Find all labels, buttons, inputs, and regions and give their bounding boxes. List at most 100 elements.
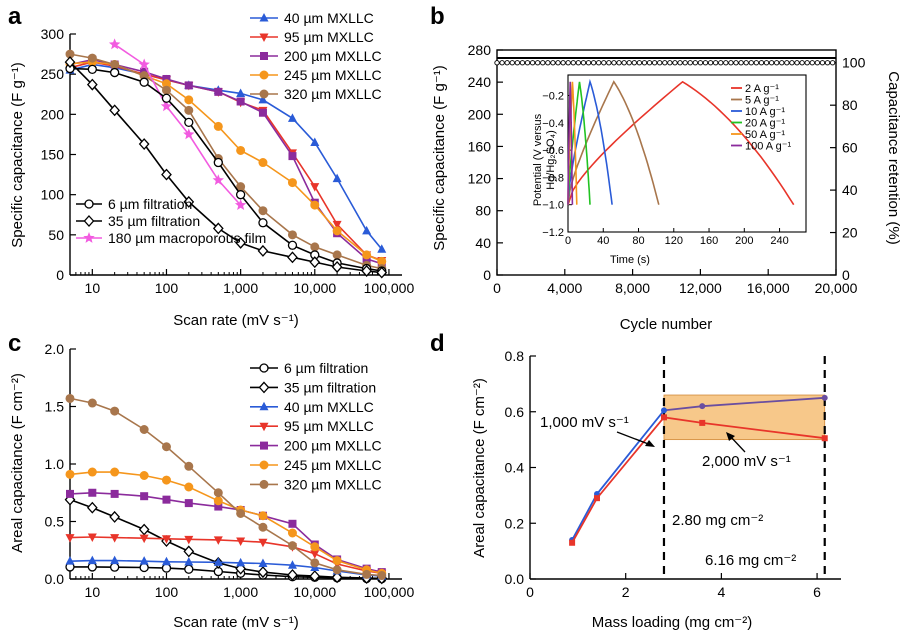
annotation-arrow (616, 431, 652, 446)
y2-tick-label: 20 (842, 225, 858, 241)
data-point (138, 58, 150, 70)
inset-y-tick-label: −0.2 (542, 90, 564, 102)
legend-marker (84, 199, 94, 209)
data-point (161, 93, 172, 103)
data-point (213, 157, 223, 168)
data-point (110, 555, 120, 565)
series-line (114, 43, 242, 206)
data-point (213, 536, 223, 545)
retention-point (672, 60, 678, 66)
data-point (161, 556, 171, 566)
data-point (310, 558, 320, 568)
retention-point (687, 60, 693, 66)
retention-point (794, 60, 800, 66)
data-point (162, 495, 171, 504)
data-point (310, 542, 320, 552)
y-tick-label: 0.0 (505, 571, 525, 587)
data-point (236, 145, 246, 155)
shaded-region (663, 394, 826, 441)
legend-label: 95 µm MXLLC (284, 29, 374, 45)
data-point (287, 251, 298, 264)
panel-label-a: a (8, 3, 22, 30)
inset-x-tick-label: 240 (770, 235, 788, 247)
data-point (139, 471, 149, 480)
data-point (214, 502, 223, 511)
legend-label: 320 µm MXLLC (284, 476, 382, 492)
y2-tick-label: 0 (842, 267, 850, 283)
retention-point (657, 60, 663, 66)
data-point (361, 265, 372, 277)
x-axis-label: Mass loading (mg cm⁻²) (592, 614, 752, 631)
legend-label: 320 µm MXLLC (284, 86, 382, 102)
retention-point (601, 60, 607, 66)
data-point (310, 183, 320, 192)
data-point (213, 496, 223, 506)
data-point (161, 563, 172, 573)
data-point (87, 64, 97, 74)
y-tick-label: 100 (41, 187, 65, 203)
data-point (258, 94, 268, 104)
y-axis-label: Specific capacitance (F g⁻¹) (431, 65, 448, 251)
data-point (569, 539, 576, 546)
retention-point (819, 60, 826, 66)
inset-x-tick-label: 80 (632, 235, 644, 247)
legend-marker (260, 441, 268, 450)
data-point (139, 562, 149, 573)
y2-axis-label: Capacitance retention (%) (885, 71, 900, 244)
retention-point (682, 60, 688, 66)
y-tick-label: 1.0 (45, 456, 65, 472)
inset-x-tick-label: 120 (665, 235, 683, 247)
data-point (257, 566, 269, 579)
inset-y-tick-label: −0.4 (542, 118, 564, 130)
legend-label: 35 µm filtration (108, 213, 200, 229)
retention-point (804, 60, 810, 66)
data-point (332, 565, 342, 575)
data-point (287, 541, 297, 551)
data-point (287, 528, 297, 538)
retention-point (809, 60, 815, 66)
data-point (161, 85, 171, 95)
data-point (65, 534, 75, 543)
y-tick-label: 0.5 (45, 514, 65, 530)
legend-label: 245 µm MXLLC (284, 457, 382, 473)
retention-point (621, 60, 627, 66)
legend-marker (259, 479, 269, 489)
annotation-1000: 1,000 mV s⁻¹ (540, 414, 629, 431)
data-point (362, 250, 372, 260)
retention-point (550, 60, 556, 66)
data-point (332, 250, 342, 260)
data-point (109, 104, 121, 117)
inset-frame (567, 74, 807, 233)
legend-marker (83, 232, 95, 243)
legend-marker (259, 89, 269, 99)
retention-point (829, 60, 836, 66)
inset-curve (567, 81, 574, 205)
retention-point (774, 60, 780, 66)
y2-tick-label: 100 (842, 55, 866, 71)
panel-b: b0 4,000 8,000 12,000 16,000 20,0000408012016… (430, 3, 900, 333)
data-point (332, 220, 342, 230)
data-point (183, 195, 195, 208)
data-point (236, 557, 246, 567)
data-point (110, 489, 119, 498)
data-point (87, 467, 97, 477)
data-point (309, 256, 321, 269)
legend-marker (83, 215, 95, 227)
retention-point (504, 60, 510, 66)
data-point (377, 244, 387, 253)
y-tick-label: 120 (468, 171, 492, 187)
retention-point (519, 60, 526, 66)
inset-legend-label: 2 A g⁻¹ (745, 83, 779, 95)
retention-point (718, 60, 724, 66)
retention-point (555, 60, 561, 66)
data-point (64, 56, 76, 69)
legend-label: 40 µm MXLLC (284, 10, 374, 26)
inset-y-tick-label: −0.6 (542, 145, 564, 157)
y-axis-label: Areal capacitance (F cm⁻²) (471, 378, 488, 558)
data-point (362, 569, 372, 579)
panel-label-c: c (8, 330, 21, 357)
y-tick-label: 0.2 (505, 515, 525, 531)
legend-label: 35 µm filtration (284, 379, 376, 395)
x-tick-label: 4 (717, 584, 725, 600)
legend-marker (258, 381, 270, 394)
